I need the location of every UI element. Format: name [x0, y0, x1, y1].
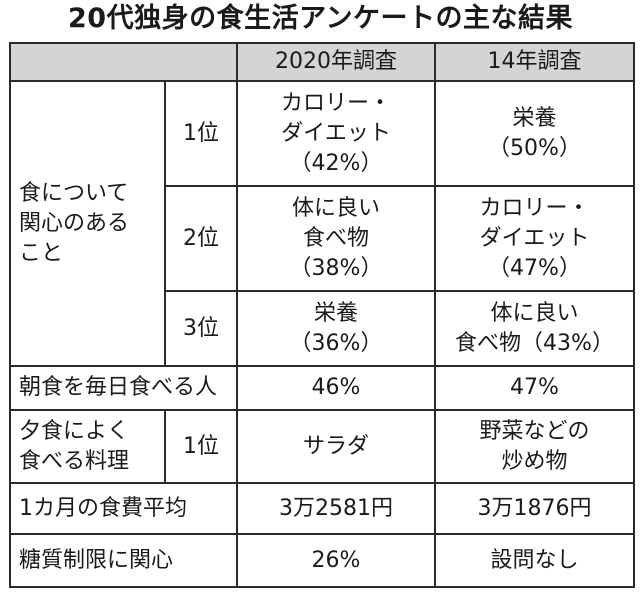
- value-line: （38%）: [289, 255, 383, 281]
- breakfast-2020: 46%: [236, 365, 436, 411]
- value-14-cell: カロリー・ ダイエット （47%）: [434, 185, 635, 292]
- value-line: 栄養: [313, 300, 358, 326]
- survey-table: 2020年調査 14年調査 食について 関心のある こと 1位 カロリー・ ダイ…: [9, 42, 635, 588]
- food-cost-14: 3万1876円: [434, 482, 635, 535]
- header-14: 14年調査: [434, 42, 635, 82]
- interest-row-1: 食について 関心のある こと 1位 カロリー・ ダイエット （42%） 栄養 （…: [9, 80, 635, 367]
- header-blank-cell: [9, 42, 238, 82]
- value-line: （47%）: [488, 255, 581, 281]
- dinner-row: 夕食によく 食べる料理 1位 サラダ 野菜などの 炒め物: [9, 409, 635, 484]
- dinner-label: 夕食によく 食べる料理: [9, 409, 166, 484]
- dinner-label-line-1: 夕食によく: [19, 418, 130, 444]
- value-line: 野菜などの: [479, 418, 590, 444]
- food-cost-2020: 3万2581円: [236, 482, 436, 535]
- value-line: （36%）: [289, 330, 383, 356]
- value-2020-cell: 栄養 （36%）: [236, 290, 436, 367]
- value-line: 炒め物: [501, 448, 568, 474]
- rank-cell: 3位: [164, 290, 238, 367]
- header-row: 2020年調査 14年調査: [9, 42, 635, 82]
- breakfast-row: 朝食を毎日食べる人 46% 47%: [9, 365, 635, 411]
- breakfast-14: 47%: [434, 365, 635, 411]
- value-line: （42%）: [289, 150, 383, 176]
- interest-category-label: 食について 関心のある こと: [9, 80, 166, 367]
- value-2020-cell: 体に良い 食べ物 （38%）: [236, 185, 436, 292]
- interest-row-2: 2位 体に良い 食べ物 （38%） カロリー・ ダイエット （47%）: [10, 185, 635, 292]
- interest-label-line-3: こと: [19, 240, 64, 266]
- value-line: カロリー・: [479, 195, 590, 221]
- carb-label: 糖質制限に関心: [9, 533, 238, 588]
- rank-cell: 1位: [164, 80, 238, 187]
- dinner-label-line-2: 食べる料理: [19, 448, 130, 474]
- food-cost-row: 1カ月の食費平均 3万2581円 3万1876円: [9, 482, 635, 535]
- value-14-cell: 栄養 （50%）: [434, 80, 635, 187]
- interest-label-line-2: 関心のある: [19, 210, 130, 236]
- header-2020: 2020年調査: [236, 42, 436, 82]
- interest-label-line-1: 食について: [19, 180, 129, 206]
- value-line: 食べ物: [302, 225, 369, 251]
- value-14-cell: 体に良い 食べ物（43%）: [434, 290, 635, 367]
- value-line: カロリー・: [280, 90, 391, 116]
- rank-cell: 2位: [164, 185, 238, 292]
- dinner-rank: 1位: [164, 409, 238, 484]
- carb-row: 糖質制限に関心 26% 設問なし: [9, 533, 635, 588]
- value-2020-cell: カロリー・ ダイエット （42%）: [236, 80, 436, 187]
- value-line: ダイエット: [281, 120, 391, 146]
- carb-14: 設問なし: [434, 533, 635, 588]
- dinner-2020: サラダ: [236, 409, 436, 484]
- value-line: 体に良い: [490, 300, 579, 326]
- carb-2020: 26%: [236, 533, 436, 588]
- value-line: 食べ物（43%）: [455, 330, 614, 356]
- interest-row-3: 3位 栄養 （36%） 体に良い 食べ物（43%）: [10, 290, 635, 367]
- food-cost-label: 1カ月の食費平均: [9, 482, 238, 535]
- value-line: ダイエット: [479, 225, 590, 251]
- breakfast-label: 朝食を毎日食べる人: [9, 365, 238, 411]
- value-line: （50%）: [488, 135, 581, 161]
- value-line: 栄養: [512, 105, 557, 131]
- page-title: 20代独身の食生活アンケートの主な結果: [68, 3, 573, 34]
- value-line: 体に良い: [291, 195, 380, 221]
- dinner-14: 野菜などの 炒め物: [434, 409, 635, 484]
